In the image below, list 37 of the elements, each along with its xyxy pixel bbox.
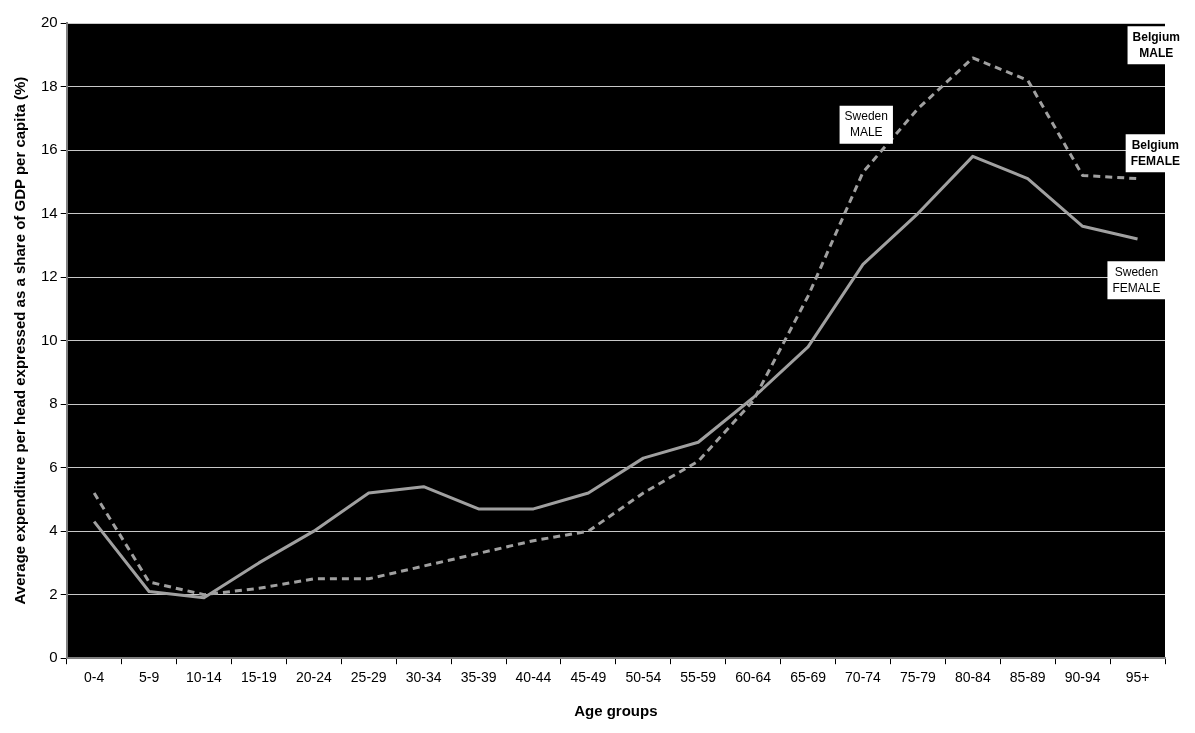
x-tick-label: 10-14 [186,669,223,686]
x-tick-label: 0-4 [84,669,105,686]
annotation: Belgium MALE [1132,29,1180,60]
y-tick-label: 16 [41,140,58,158]
x-tick-label: 95+ [1125,669,1150,686]
y-tick-label: 8 [49,394,58,412]
x-tick-label: 45-49 [570,669,607,686]
x-tick-label: 75-79 [899,669,936,686]
x-tick-label: 55-59 [680,669,717,686]
x-tick-label: 25-29 [350,669,387,686]
y-tick-label: 6 [49,457,58,475]
x-tick-label: 30-34 [405,669,442,686]
x-tick-label: 5-9 [138,669,160,686]
y-tick-label: 20 [41,13,58,31]
y-tick-label: 4 [49,521,58,539]
annotation: Sweden FEMALE [1112,264,1161,295]
annotation: Belgium FEMALE [1130,137,1181,168]
y-tick-label: 2 [49,584,58,602]
x-tick-label: 90-94 [1064,669,1101,686]
x-tick-label: 80-84 [954,669,991,686]
y-tick-label: 10 [41,330,58,348]
annotation: Sweden MALE [844,108,888,139]
y-tick-label: 14 [41,203,58,221]
x-tick-label: 65-69 [790,669,827,686]
x-tick-label: 70-74 [845,669,882,686]
x-tick-label: 85-89 [1009,669,1046,686]
x-tick-label: 60-64 [735,669,772,686]
x-tick-label: 50-54 [625,669,662,686]
x-tick-label: 35-39 [460,669,497,686]
x-tick-label: 40-44 [515,669,552,686]
y-tick-label: 18 [41,76,58,94]
x-axis-title: Age groups [574,702,658,720]
y-tick-label: 12 [41,267,58,285]
x-tick-label: 20-24 [295,669,332,686]
y-axis-title: Average expenditure per head expressed as a share of GDP per capita (%) [11,76,29,605]
x-tick-label: 15-19 [240,669,277,686]
y-tick-label: 0 [49,648,58,666]
